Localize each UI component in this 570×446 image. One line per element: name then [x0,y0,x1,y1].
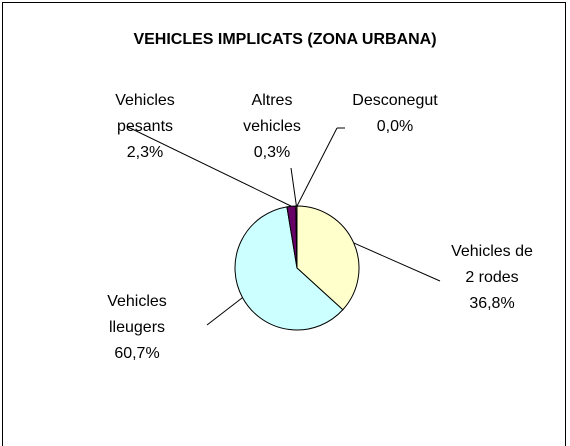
leader-line [127,126,292,207]
category-label: Altres vehicles [243,92,301,135]
value-label: 36,8% [469,295,515,312]
leader-line [296,127,338,207]
slice-label: Vehicles pesants 2,3% [103,88,187,166]
leader-line [206,297,243,326]
slice-label: Vehicles de 2 rodes 36,8% [450,239,534,317]
category-label: Vehicles lleugers [107,293,167,336]
category-label: Desconegut [352,92,438,109]
pie-slice [296,205,360,311]
value-label: 0,3% [253,144,291,161]
value-label: 0,0% [376,118,414,135]
value-label: 2,3% [126,144,164,161]
value-label: 60,7% [114,345,160,362]
slice-label: Desconegut 0,0% [335,88,455,140]
category-label: Vehicles de 2 rodes [451,243,533,286]
pie-slice [234,206,344,331]
slice-label: Altres vehicles 0,3% [230,88,314,166]
leader-line [353,242,441,282]
slice-label: Vehicles lleugers 60,7% [95,289,179,367]
chart-title: VEHICLES IMPLICATS (ZONA URBANA) [133,31,437,48]
leader-line [290,167,297,207]
category-label: Vehicles pesants [115,92,175,135]
